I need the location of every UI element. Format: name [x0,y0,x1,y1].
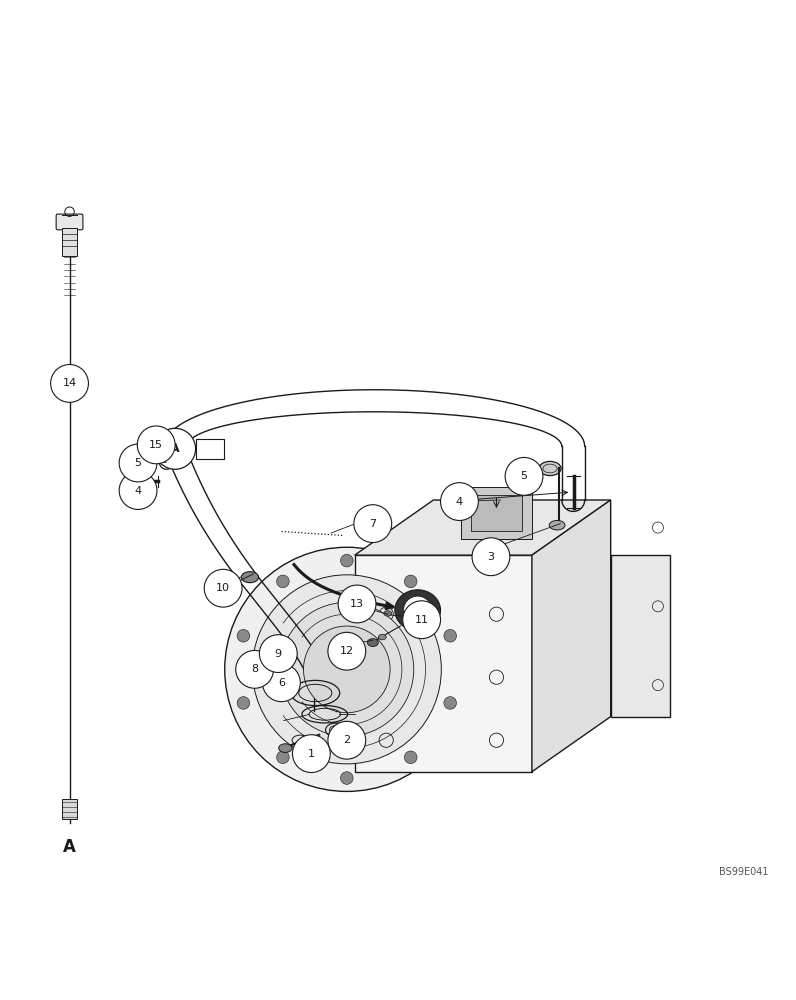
Circle shape [205,569,242,607]
Ellipse shape [378,634,386,640]
Ellipse shape [539,461,561,476]
Circle shape [404,751,417,764]
Ellipse shape [384,611,392,616]
Circle shape [236,650,274,688]
Text: 1: 1 [308,749,315,759]
Text: 7: 7 [369,519,377,529]
Polygon shape [532,500,611,772]
Circle shape [137,426,175,464]
Ellipse shape [395,590,440,631]
Text: 12: 12 [340,646,354,656]
Ellipse shape [367,639,378,647]
FancyBboxPatch shape [471,495,521,531]
Ellipse shape [154,438,164,445]
FancyBboxPatch shape [62,799,76,819]
FancyBboxPatch shape [57,214,83,230]
Ellipse shape [170,457,185,467]
Circle shape [263,664,300,702]
Text: A: A [170,442,180,455]
FancyBboxPatch shape [461,487,532,539]
Polygon shape [355,500,611,555]
Text: 9: 9 [275,649,282,659]
Circle shape [338,585,376,623]
Text: 8: 8 [251,664,258,674]
FancyBboxPatch shape [355,555,532,772]
Text: 4: 4 [456,497,463,507]
Circle shape [404,596,432,624]
FancyBboxPatch shape [61,228,77,256]
Circle shape [224,547,469,791]
Circle shape [328,721,365,759]
Circle shape [276,575,289,588]
Circle shape [292,735,330,773]
Text: 10: 10 [217,583,230,593]
Circle shape [119,444,157,482]
Circle shape [328,632,365,670]
Text: 11: 11 [415,615,428,625]
Circle shape [237,629,250,642]
Circle shape [280,602,414,736]
Circle shape [252,575,441,764]
Text: 13: 13 [350,599,364,609]
Text: BS99E041: BS99E041 [719,867,768,877]
Circle shape [440,483,478,520]
Circle shape [154,428,196,469]
Text: 14: 14 [62,378,76,388]
Circle shape [237,697,250,709]
Circle shape [404,575,417,588]
Text: 4: 4 [135,486,142,496]
Circle shape [403,601,440,639]
FancyBboxPatch shape [611,555,669,717]
Circle shape [341,554,353,567]
Ellipse shape [279,744,292,752]
Circle shape [303,626,390,713]
Circle shape [354,505,392,543]
Text: 5: 5 [521,471,528,481]
Circle shape [119,472,157,509]
Ellipse shape [549,520,565,530]
Text: 5: 5 [135,458,142,468]
Circle shape [505,457,543,495]
Circle shape [444,697,456,709]
FancyBboxPatch shape [196,439,224,459]
Text: 2: 2 [343,735,350,745]
Ellipse shape [241,572,259,583]
Circle shape [341,772,353,784]
Text: A: A [63,838,76,856]
Circle shape [259,635,297,672]
Circle shape [444,629,456,642]
Text: 6: 6 [278,678,285,688]
Circle shape [51,365,88,402]
Circle shape [276,751,289,764]
Text: 3: 3 [487,552,494,562]
Circle shape [472,538,510,576]
Text: 15: 15 [149,440,163,450]
Ellipse shape [244,658,255,665]
